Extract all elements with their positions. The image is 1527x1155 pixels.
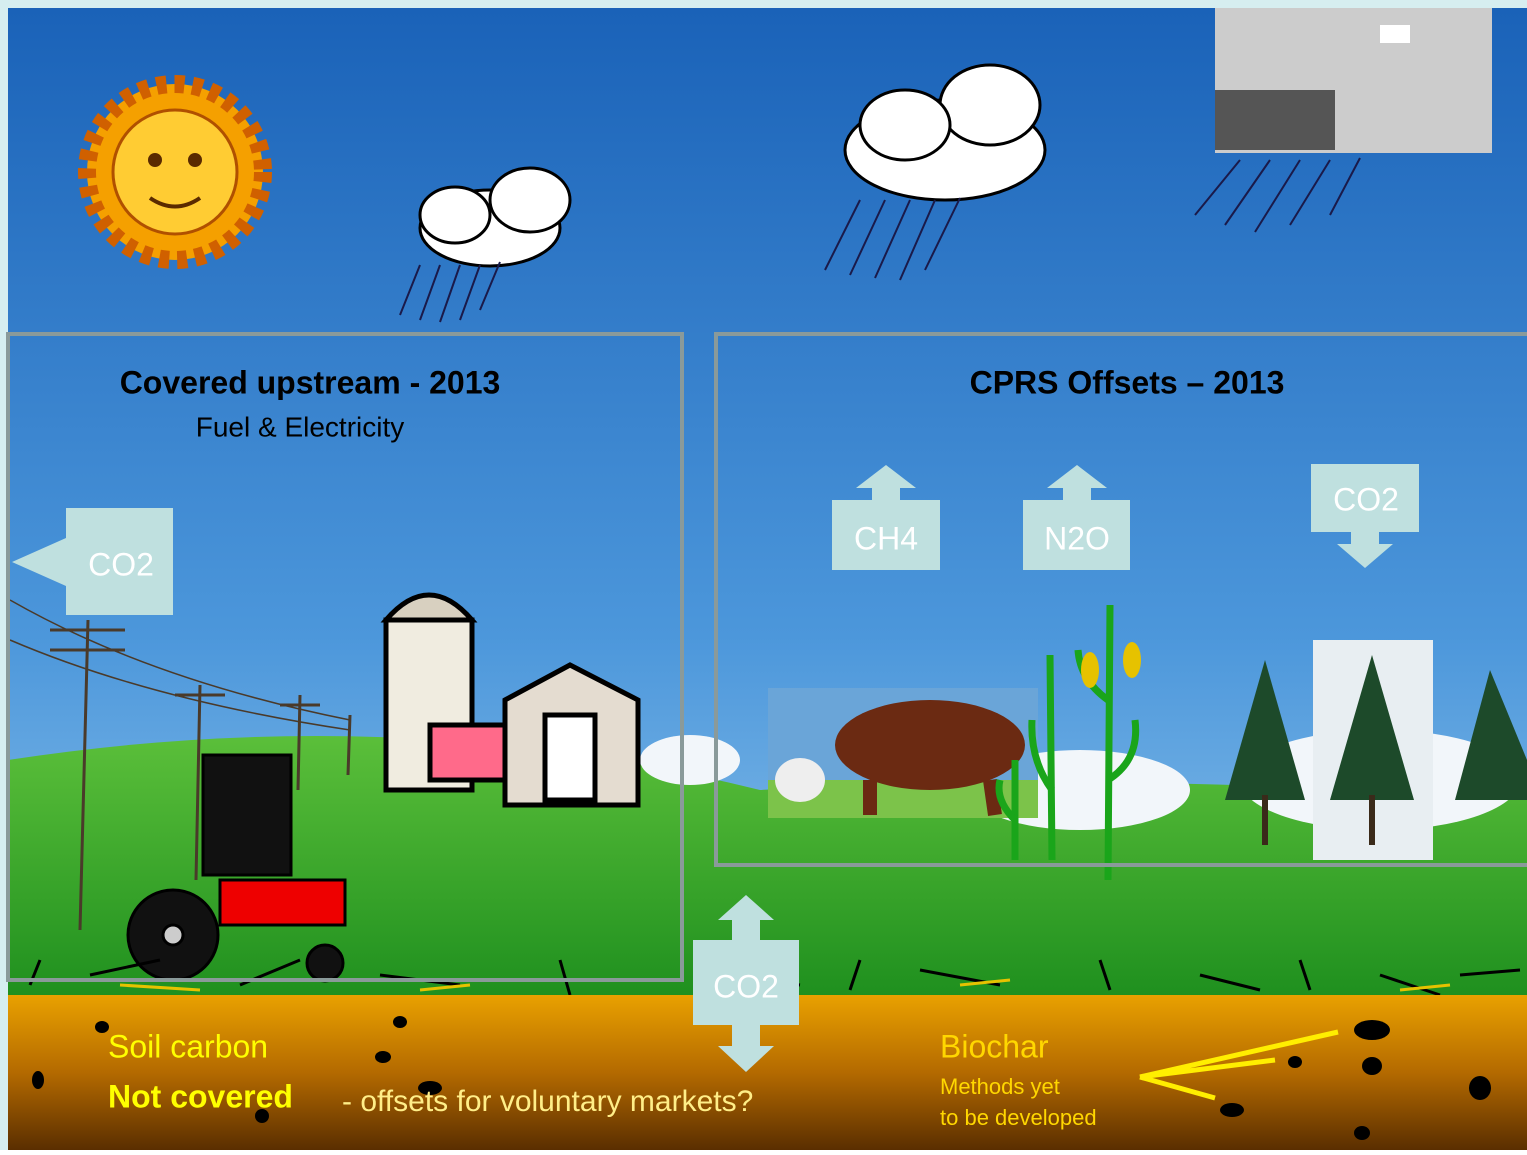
- biochar-title: Biochar: [940, 1028, 1049, 1064]
- left-subtitle: Fuel & Electricity: [196, 411, 405, 442]
- sun: [87, 84, 263, 260]
- biochar-line: Methods yet: [940, 1074, 1060, 1099]
- arrow-label: CO2: [713, 968, 779, 1004]
- arrow-label: CO2: [88, 546, 154, 582]
- soil-status: Not covered: [108, 1078, 293, 1114]
- right-title: CPRS Offsets – 2013: [970, 364, 1285, 400]
- arrow-label: CH4: [854, 520, 918, 556]
- biochar-line: to be developed: [940, 1105, 1097, 1130]
- slide: Covered upstream - 2013 Fuel & Electrici…: [0, 0, 1527, 1150]
- left-title: Covered upstream - 2013: [120, 364, 501, 400]
- soil-title: Soil carbon: [108, 1028, 268, 1064]
- arrow-label: N2O: [1044, 520, 1110, 556]
- arrow-label: CO2: [1333, 481, 1399, 517]
- soil-note: - offsets for voluntary markets?: [342, 1085, 753, 1118]
